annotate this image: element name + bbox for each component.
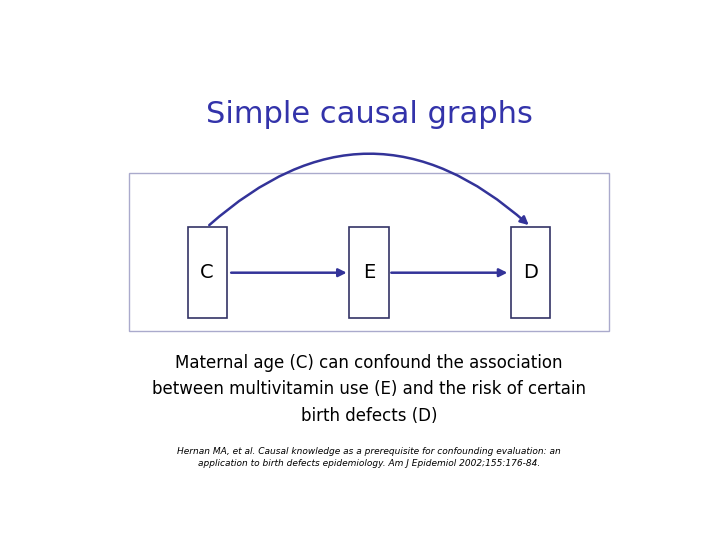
Text: Maternal age (C) can confound the association
between multivitamin use (E) and t: Maternal age (C) can confound the associ… bbox=[152, 354, 586, 424]
Text: Simple causal graphs: Simple causal graphs bbox=[206, 100, 532, 129]
Text: D: D bbox=[523, 263, 539, 282]
Text: E: E bbox=[363, 263, 375, 282]
FancyBboxPatch shape bbox=[511, 227, 550, 319]
FancyBboxPatch shape bbox=[188, 227, 227, 319]
Text: Hernan MA, et al. Causal knowledge as a prerequisite for confounding evaluation:: Hernan MA, et al. Causal knowledge as a … bbox=[177, 447, 561, 468]
Text: C: C bbox=[200, 263, 214, 282]
FancyBboxPatch shape bbox=[349, 227, 389, 319]
FancyArrowPatch shape bbox=[210, 154, 526, 225]
